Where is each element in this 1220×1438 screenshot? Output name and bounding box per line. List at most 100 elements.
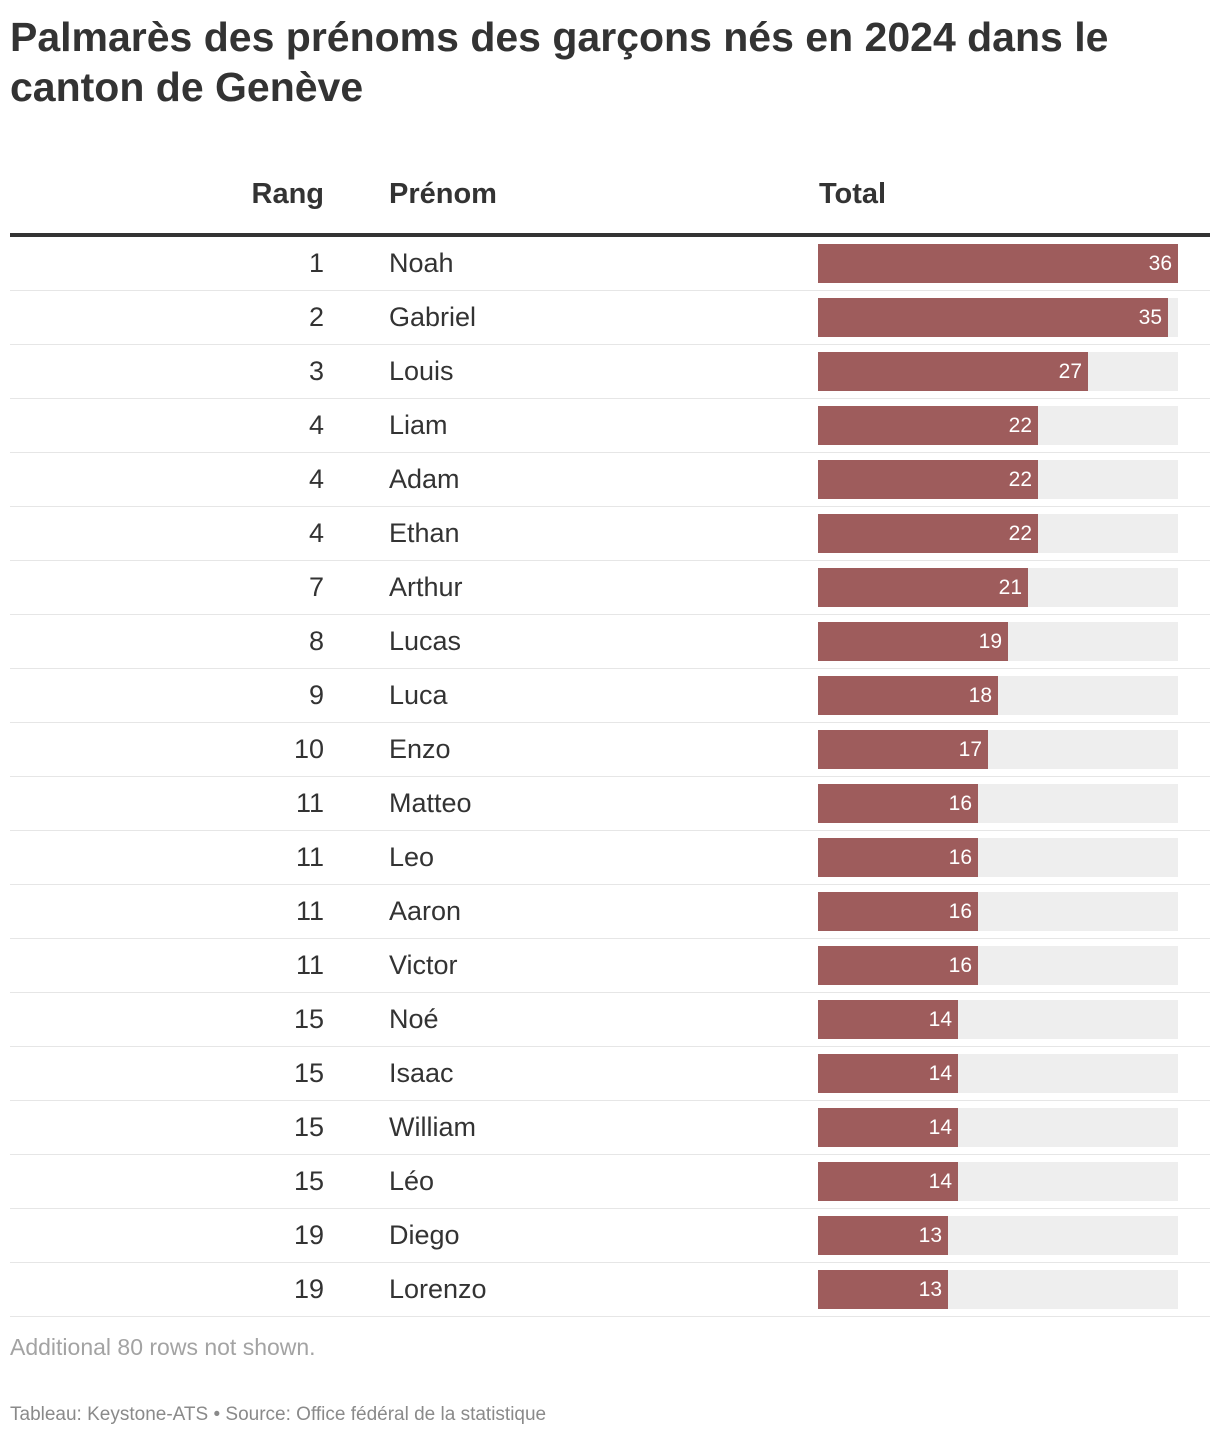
table-row: 4 Ethan 22: [10, 507, 1210, 561]
total-bar: 22: [818, 514, 1038, 553]
name-cell: Gabriel: [389, 302, 477, 332]
rank-cell: 19: [293, 1274, 324, 1304]
total-bar: 13: [818, 1216, 948, 1255]
table-row: 9 Luca 18: [10, 669, 1210, 723]
table-row: 11 Aaron 16: [10, 885, 1210, 939]
total-bar: 16: [818, 784, 978, 823]
total-value-label: 22: [1008, 522, 1032, 545]
bar-track: 18: [818, 676, 1178, 715]
rank-cell: 15: [293, 1058, 324, 1088]
total-value-label: 16: [948, 954, 972, 977]
table-row: 1 Noah 36: [10, 237, 1210, 291]
rows-not-shown-note: Additional 80 rows not shown.: [10, 1334, 316, 1360]
name-cell: Arthur: [389, 572, 463, 602]
table-row: 11 Victor 16: [10, 939, 1210, 993]
total-bar: 14: [818, 1000, 958, 1039]
bar-track: 14: [818, 1054, 1178, 1093]
total-value-label: 14: [928, 1008, 952, 1031]
rank-cell: 4: [308, 410, 324, 440]
rank-cell: 19: [293, 1220, 324, 1250]
total-bar: 13: [818, 1270, 948, 1309]
table-row: 2 Gabriel 35: [10, 291, 1210, 345]
name-cell: Ethan: [389, 518, 460, 548]
rank-cell: 11: [295, 842, 324, 872]
bar-track: 36: [818, 244, 1178, 283]
bar-track: 22: [818, 406, 1178, 445]
bar-track: 21: [818, 568, 1178, 607]
total-value-label: 13: [918, 1224, 942, 1247]
source-credit: Tableau: Keystone-ATS • Source: Office f…: [10, 1404, 547, 1425]
bar-track: 16: [818, 784, 1178, 823]
table-header: Rang Prénom Total: [10, 170, 1210, 237]
table-row: 7 Arthur 21: [10, 561, 1210, 615]
table-row: 15 William 14: [10, 1101, 1210, 1155]
name-cell: Diego: [389, 1220, 460, 1250]
column-header-name[interactable]: Prénom: [389, 178, 497, 210]
total-value-label: 22: [1008, 414, 1032, 437]
rank-cell: 2: [308, 302, 324, 332]
bar-track: 22: [818, 460, 1178, 499]
name-cell: Noé: [389, 1004, 439, 1034]
table-row: 11 Matteo 16: [10, 777, 1210, 831]
total-bar: 16: [818, 946, 978, 985]
table-body: 1 Noah 36 2 Gabriel 35 3 Louis 27 4 Liam 22 4 Adam 22 4…: [10, 237, 1210, 1317]
rank-cell: 15: [293, 1004, 324, 1034]
total-value-label: 22: [1008, 468, 1032, 491]
total-bar: 16: [818, 838, 978, 877]
bar-track: 19: [818, 622, 1178, 661]
table-row: 19 Diego 13: [10, 1209, 1210, 1263]
rank-cell: 9: [308, 680, 324, 710]
name-cell: Léo: [389, 1166, 435, 1196]
total-value-label: 36: [1148, 252, 1172, 275]
total-bar: 14: [818, 1108, 958, 1147]
total-bar: 14: [818, 1162, 958, 1201]
total-value-label: 13: [918, 1278, 942, 1301]
ranking-table: Rang Prénom Total 1 Noah 36 2 Gabriel 35 3 Loui…: [10, 170, 1210, 1317]
total-value-label: 18: [968, 684, 992, 707]
name-cell: Isaac: [389, 1058, 454, 1088]
table-row: 19 Lorenzo 13: [10, 1263, 1210, 1317]
bar-track: 14: [818, 1108, 1178, 1147]
name-cell: Liam: [389, 410, 448, 440]
column-header-total[interactable]: Total: [819, 178, 887, 210]
bar-track: 22: [818, 514, 1178, 553]
total-value-label: 35: [1138, 306, 1162, 329]
table-row: 15 Noé 14: [10, 993, 1210, 1047]
total-bar: 21: [818, 568, 1028, 607]
name-cell: Louis: [389, 356, 454, 386]
bar-track: 14: [818, 1162, 1178, 1201]
rank-cell: 8: [308, 626, 324, 656]
bar-track: 17: [818, 730, 1178, 769]
total-value-label: 17: [958, 738, 982, 761]
total-value-label: 16: [948, 846, 972, 869]
bar-track: 16: [818, 946, 1178, 985]
name-cell: Leo: [389, 842, 435, 872]
rank-cell: 15: [293, 1112, 324, 1142]
total-bar: 36: [818, 244, 1178, 283]
total-value-label: 27: [1058, 360, 1082, 383]
total-value-label: 14: [928, 1170, 952, 1193]
total-value-label: 21: [998, 576, 1022, 599]
bar-track: 13: [818, 1216, 1178, 1255]
rank-cell: 1: [308, 248, 324, 278]
bar-track: 16: [818, 892, 1178, 931]
table-row: 15 Léo 14: [10, 1155, 1210, 1209]
name-cell: Lucas: [389, 626, 462, 656]
name-cell: Noah: [389, 248, 454, 278]
total-bar: 27: [818, 352, 1088, 391]
table-row: 4 Adam 22: [10, 453, 1210, 507]
name-cell: Victor: [389, 950, 458, 980]
bar-track: 14: [818, 1000, 1178, 1039]
bar-track: 13: [818, 1270, 1178, 1309]
rank-cell: 4: [308, 464, 324, 494]
table-row: 3 Louis 27: [10, 345, 1210, 399]
total-bar: 22: [818, 406, 1038, 445]
rank-cell: 7: [308, 572, 324, 602]
name-cell: William: [389, 1112, 476, 1142]
chart-title: Palmarès des prénoms des garçons nés en …: [10, 14, 1109, 110]
bar-track: 16: [818, 838, 1178, 877]
name-cell: Adam: [389, 464, 460, 494]
column-header-rank[interactable]: Rang: [251, 178, 325, 210]
name-cell: Enzo: [389, 734, 451, 764]
rank-cell: 11: [295, 788, 324, 818]
